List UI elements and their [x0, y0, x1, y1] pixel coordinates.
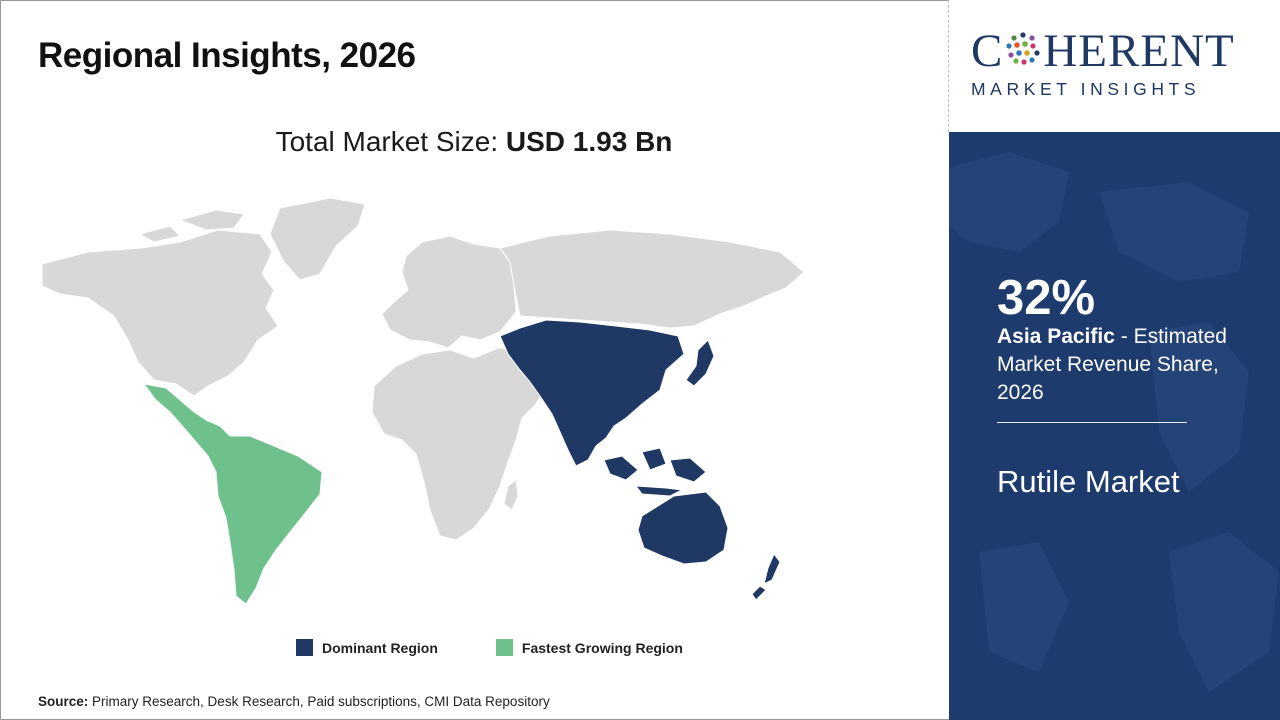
- total-market-size: Total Market Size: USD 1.93 Bn: [0, 126, 948, 158]
- region-russia: [499, 229, 805, 329]
- logo-letter-c: C: [971, 25, 1004, 77]
- header-divider: [948, 0, 949, 132]
- panel-world-map-watermark: [949, 152, 1279, 692]
- panel-divider: [997, 422, 1187, 423]
- logo-letters-herent: HERENT: [1043, 25, 1235, 77]
- region-north-america: [41, 229, 279, 397]
- share-region: Asia Pacific: [997, 325, 1115, 348]
- region-greenland: [269, 197, 366, 281]
- legend-fastest-swatch: [495, 639, 513, 656]
- region-australia: [637, 491, 729, 565]
- logo-tagline: MARKET INSIGHTS: [971, 79, 1201, 99]
- region-madagascar: [503, 479, 519, 511]
- page-title: Regional Insights, 2026: [38, 36, 416, 75]
- legend-dominant: Dominant Region: [296, 639, 438, 656]
- logo-dot-globe-icon: [1005, 31, 1042, 67]
- asia-pacific-share: 32%: [997, 271, 1096, 325]
- region-japan: [685, 339, 715, 387]
- source-note: Source: Primary Research, Desk Research,…: [38, 694, 550, 709]
- region-middle-east-africa: [371, 347, 545, 541]
- region-europe: [381, 235, 517, 349]
- market-size-label: Total Market Size:: [275, 126, 499, 157]
- regional-insights-panel: Regional Insights, 2026 Total Market Siz…: [0, 36, 948, 709]
- logo-wordmark: C HERENT: [971, 28, 1235, 75]
- company-logo: C HERENT MARKET INSIGHTS: [949, 0, 1280, 132]
- source-text: Primary Research, Desk Research, Paid su…: [92, 694, 550, 709]
- region-asia-pacific: [499, 319, 685, 467]
- highlight-panel: 32% Asia Pacific - Estimated Market Reve…: [949, 132, 1280, 720]
- region-new-zealand: [751, 553, 781, 601]
- share-description-text: - Estimated Market Revenue Share, 2026: [997, 325, 1227, 404]
- world-map: [41, 197, 805, 605]
- region-latin-america: [143, 383, 323, 605]
- legend-dominant-label: Dominant Region: [322, 639, 438, 656]
- source-label: Source:: [38, 694, 89, 709]
- region-southeast-asia-islands: [603, 447, 707, 497]
- map-legend: Dominant Region Fastest Growing Region: [296, 639, 683, 656]
- legend-fastest-label: Fastest Growing Region: [521, 639, 683, 656]
- legend-dominant-swatch: [296, 639, 313, 656]
- region-arctic-islands: [139, 209, 245, 243]
- market-name: Rutile Market: [997, 464, 1180, 499]
- market-size-value: USD 1.93 Bn: [505, 126, 673, 157]
- share-description: Asia Pacific - Estimated Market Revenue …: [997, 323, 1267, 407]
- legend-fastest: Fastest Growing Region: [495, 639, 683, 656]
